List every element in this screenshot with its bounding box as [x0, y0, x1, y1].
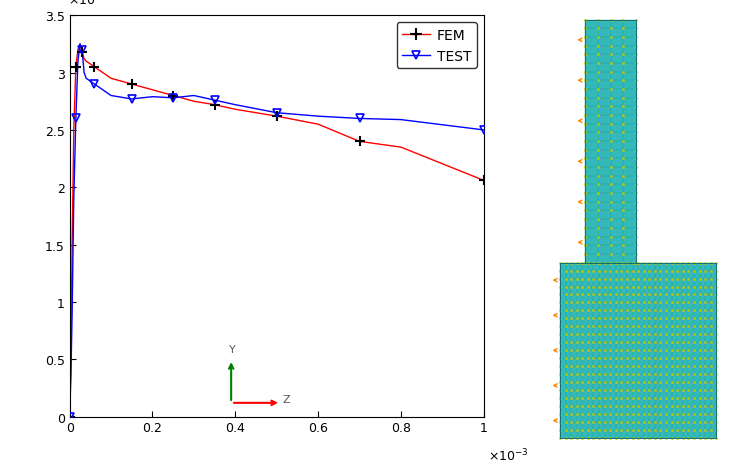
Text: Y: Y: [229, 344, 235, 354]
Bar: [560, 263, 716, 438]
Legend: FEM, TEST: FEM, TEST: [397, 23, 477, 69]
Bar: [585, 20, 636, 263]
Text: $\times 10^4$: $\times 10^4$: [67, 0, 101, 8]
Bar: [560, 263, 716, 438]
Text: Z: Z: [283, 394, 290, 405]
Text: $\times 10^{-3}$: $\times 10^{-3}$: [488, 447, 528, 463]
Bar: [585, 20, 636, 263]
